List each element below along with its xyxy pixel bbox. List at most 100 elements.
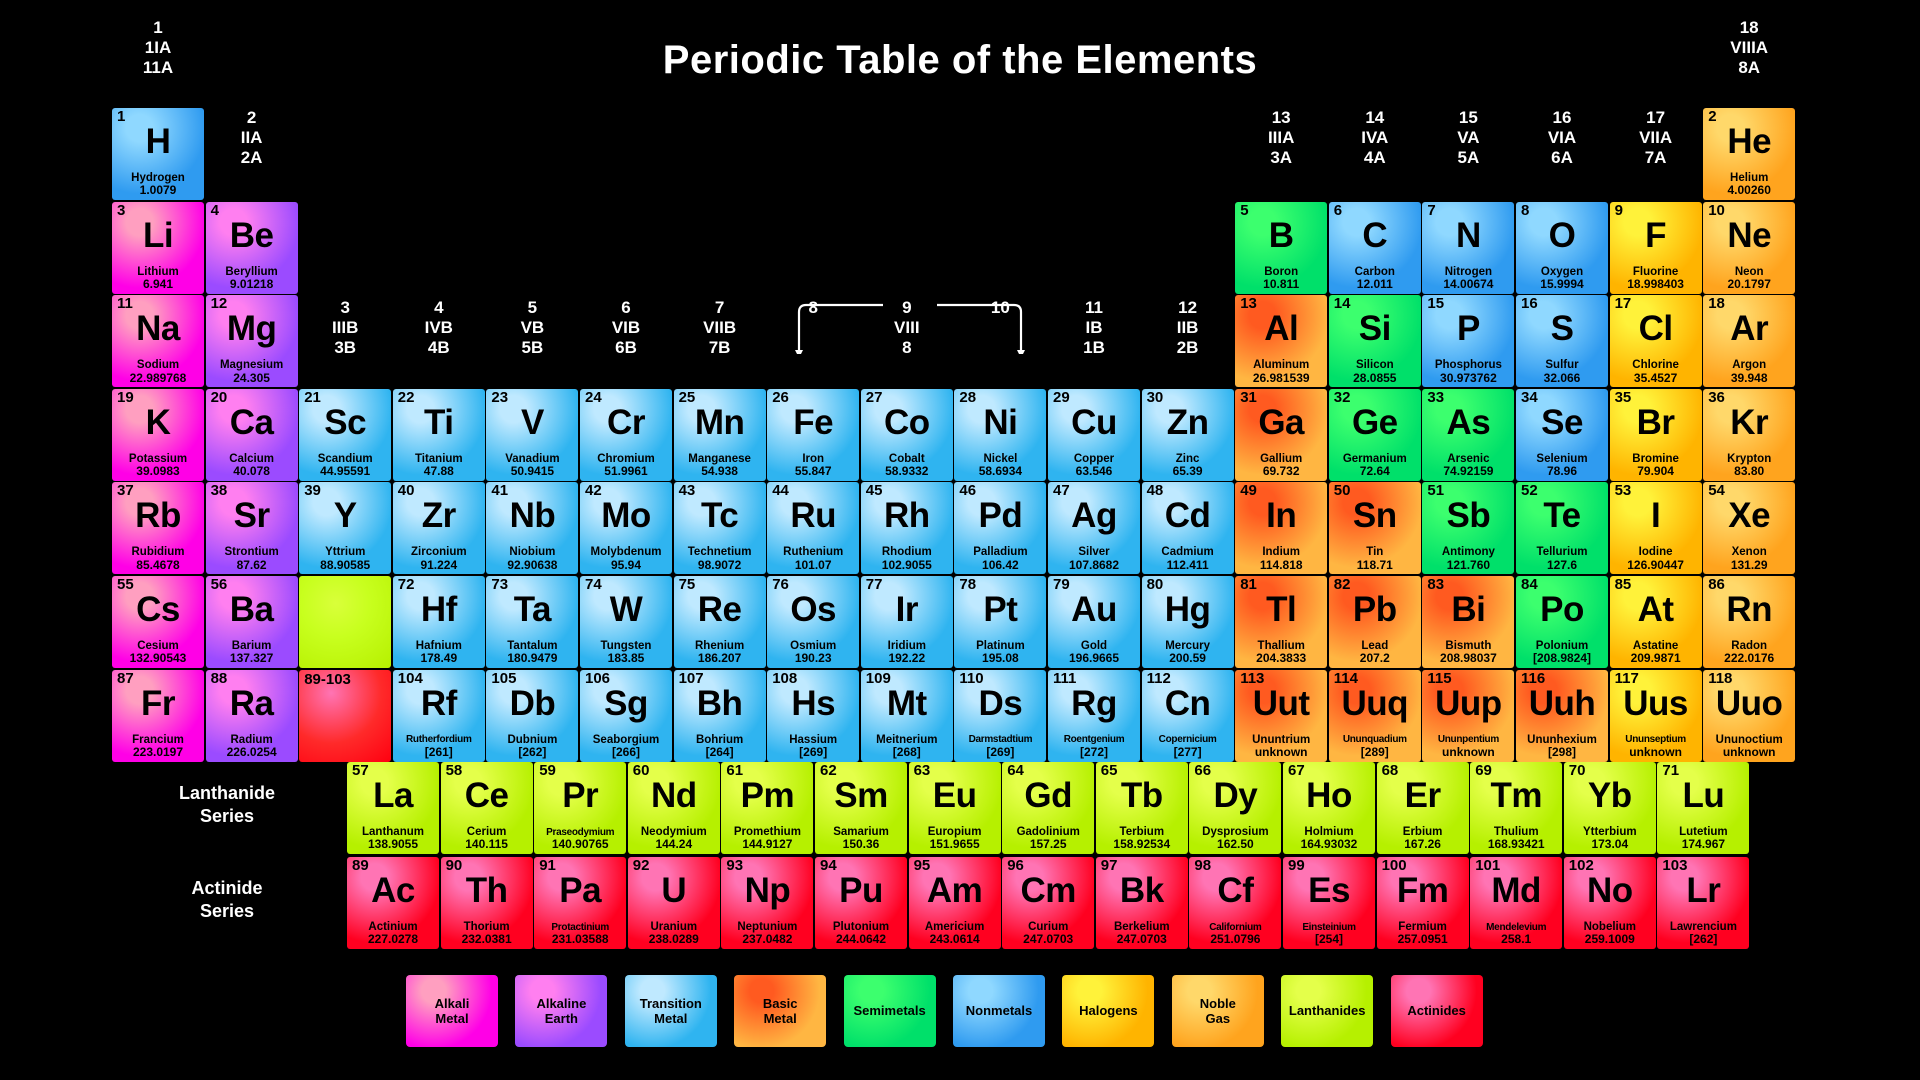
element-cell-Bh[interactable]: 107 Bh Bohrium [264] bbox=[673, 669, 766, 762]
element-cell-Rf[interactable]: 104 Rf Rutherfordium [261] bbox=[392, 669, 485, 762]
legend-item-transition[interactable]: Transition Metal bbox=[624, 975, 717, 1047]
element-cell-Na[interactable]: 11 Na Sodium 22.989768 bbox=[112, 295, 204, 388]
element-cell-B[interactable]: 5 B Boron 10.811 bbox=[1235, 201, 1328, 294]
element-cell-Xe[interactable]: 54 Xe Xenon 131.29 bbox=[1703, 482, 1796, 575]
element-cell-Hf[interactable]: 72 Hf Hafnium 178.49 bbox=[392, 576, 485, 668]
element-cell-Db[interactable]: 105 Db Dubnium [262] bbox=[486, 669, 579, 762]
element-cell-W[interactable]: 74 W Tungsten 183.85 bbox=[580, 576, 672, 668]
element-cell-Ba[interactable]: 56 Ba Barium 137.327 bbox=[205, 576, 298, 668]
element-cell-Sn[interactable]: 50 Sn Tin 118.71 bbox=[1328, 482, 1421, 575]
element-cell-Md[interactable]: 101 Md Mendelevium 258.1 bbox=[1470, 857, 1563, 949]
element-cell-Ar[interactable]: 18 Ar Argon 39.948 bbox=[1703, 295, 1796, 388]
element-cell-S[interactable]: 16 S Sulfur 32.066 bbox=[1516, 295, 1608, 388]
element-cell-Am[interactable]: 95 Am Americium 243.0614 bbox=[908, 857, 1001, 949]
element-cell-Sb[interactable]: 51 Sb Antimony 121.760 bbox=[1422, 482, 1515, 575]
element-cell-Bk[interactable]: 97 Bk Berkelium 247.0703 bbox=[1095, 857, 1188, 949]
element-cell-Pd[interactable]: 46 Pd Palladium 106.42 bbox=[954, 482, 1047, 575]
element-cell-Nd[interactable]: 60 Nd Neodymium 144.24 bbox=[627, 762, 720, 854]
element-cell-Cm[interactable]: 96 Cm Curium 247.0703 bbox=[1002, 857, 1095, 949]
element-cell-Lu[interactable]: 71 Lu Lutetium 174.967 bbox=[1657, 762, 1750, 854]
element-cell-Li[interactable]: 3 Li Lithium 6.941 bbox=[112, 201, 204, 294]
legend-item-basic-metal[interactable]: Basic Metal bbox=[734, 975, 827, 1047]
element-cell-Te[interactable]: 52 Te Tellurium 127.6 bbox=[1516, 482, 1608, 575]
element-cell-At[interactable]: 85 At Astatine 209.9871 bbox=[1609, 576, 1702, 668]
element-cell-Pu[interactable]: 94 Pu Plutonium 244.0642 bbox=[815, 857, 907, 949]
element-cell-Ag[interactable]: 47 Ag Silver 107.8682 bbox=[1048, 482, 1140, 575]
element-cell-Cr[interactable]: 24 Cr Chromium 51.9961 bbox=[580, 388, 672, 481]
element-cell-Np[interactable]: 93 Np Neptunium 237.0482 bbox=[721, 857, 814, 949]
legend-item-alkaline-earth[interactable]: Alkaline Earth bbox=[515, 975, 608, 1047]
element-cell-Pt[interactable]: 78 Pt Platinum 195.08 bbox=[954, 576, 1047, 668]
element-cell-Po[interactable]: 84 Po Polonium [208.9824] bbox=[1516, 576, 1608, 668]
element-cell-Bi[interactable]: 83 Bi Bismuth 208.98037 bbox=[1422, 576, 1515, 668]
element-cell-Hs[interactable]: 108 Hs Hassium [269] bbox=[767, 669, 860, 762]
element-cell-Nb[interactable]: 41 Nb Niobium 92.90638 bbox=[486, 482, 579, 575]
element-cell-Tm[interactable]: 69 Tm Thulium 168.93421 bbox=[1470, 762, 1563, 854]
element-cell-Fr[interactable]: 87 Fr Francium 223.0197 bbox=[112, 669, 204, 762]
element-cell-Sm[interactable]: 62 Sm Samarium 150.36 bbox=[815, 762, 907, 854]
element-cell-Br[interactable]: 35 Br Bromine 79.904 bbox=[1609, 388, 1702, 481]
element-cell-Sc[interactable]: 21 Sc Scandium 44.95591 bbox=[299, 388, 392, 481]
legend-item-lanthanide[interactable]: Lanthanides bbox=[1281, 975, 1374, 1047]
element-cell-La[interactable]: 57 La Lanthanum 138.9055 bbox=[347, 762, 439, 854]
element-cell-Zn[interactable]: 30 Zn Zinc 65.39 bbox=[1141, 388, 1234, 481]
element-cell-Er[interactable]: 68 Er Erbium 167.26 bbox=[1376, 762, 1469, 854]
element-cell-Uuq[interactable]: 114 Uuq Ununquadium [289] bbox=[1328, 669, 1421, 762]
element-cell-Au[interactable]: 79 Au Gold 196.9665 bbox=[1048, 576, 1140, 668]
element-cell-K[interactable]: 19 K Potassium 39.0983 bbox=[112, 388, 204, 481]
element-cell-Tc[interactable]: 43 Tc Technetium 98.9072 bbox=[673, 482, 766, 575]
element-cell-Rg[interactable]: 111 Rg Roentgenium [272] bbox=[1048, 669, 1140, 762]
element-cell-Gd[interactable]: 64 Gd Gadolinium 157.25 bbox=[1002, 762, 1095, 854]
element-cell-Re[interactable]: 75 Re Rhenium 186.207 bbox=[673, 576, 766, 668]
element-cell-Ds[interactable]: 110 Ds Darmstadtium [269] bbox=[954, 669, 1047, 762]
element-cell-V[interactable]: 23 V Vanadium 50.9415 bbox=[486, 388, 579, 481]
element-cell-No[interactable]: 102 No Nobelium 259.1009 bbox=[1563, 857, 1656, 949]
element-cell-Uus[interactable]: 117 Uus Ununseptium unknown bbox=[1609, 669, 1702, 762]
element-cell-Es[interactable]: 99 Es Einsteinium [254] bbox=[1283, 857, 1375, 949]
element-cell-Pb[interactable]: 82 Pb Lead 207.2 bbox=[1328, 576, 1421, 668]
element-cell-Se[interactable]: 34 Se Selenium 78.96 bbox=[1516, 388, 1608, 481]
actinide-placeholder[interactable]: 89-103 bbox=[299, 669, 392, 762]
element-cell-Os[interactable]: 76 Os Osmium 190.23 bbox=[767, 576, 860, 668]
element-cell-Y[interactable]: 39 Y Yttrium 88.90585 bbox=[299, 482, 392, 575]
element-cell-Fm[interactable]: 100 Fm Fermium 257.0951 bbox=[1376, 857, 1469, 949]
element-cell-Ta[interactable]: 73 Ta Tantalum 180.9479 bbox=[486, 576, 579, 668]
legend-item-semimetal[interactable]: Semimetals bbox=[843, 975, 936, 1047]
element-cell-O[interactable]: 8 O Oxygen 15.9994 bbox=[1516, 201, 1608, 294]
element-cell-Pa[interactable]: 91 Pa Protactinium 231.03588 bbox=[534, 857, 627, 949]
legend-item-alkali-metal[interactable]: Alkali Metal bbox=[406, 975, 498, 1047]
element-cell-Th[interactable]: 90 Th Thorium 232.0381 bbox=[440, 857, 533, 949]
element-cell-F[interactable]: 9 F Fluorine 18.998403 bbox=[1609, 201, 1702, 294]
element-cell-C[interactable]: 6 C Carbon 12.011 bbox=[1328, 201, 1421, 294]
element-cell-Hg[interactable]: 80 Hg Mercury 200.59 bbox=[1141, 576, 1234, 668]
element-cell-Cf[interactable]: 98 Cf Californium 251.0796 bbox=[1189, 857, 1282, 949]
element-cell-Be[interactable]: 4 Be Beryllium 9.01218 bbox=[205, 201, 298, 294]
element-cell-Ne[interactable]: 10 Ne Neon 20.1797 bbox=[1703, 201, 1796, 294]
element-cell-Ac[interactable]: 89 Ac Actinium 227.0278 bbox=[347, 857, 439, 949]
element-cell-Uut[interactable]: 113 Uut Ununtrium unknown bbox=[1235, 669, 1328, 762]
element-cell-Mo[interactable]: 42 Mo Molybdenum 95.94 bbox=[580, 482, 672, 575]
element-cell-P[interactable]: 15 P Phosphorus 30.973762 bbox=[1422, 295, 1515, 388]
element-cell-Dy[interactable]: 66 Dy Dysprosium 162.50 bbox=[1189, 762, 1282, 854]
element-cell-Si[interactable]: 14 Si Silicon 28.0855 bbox=[1328, 295, 1421, 388]
element-cell-Rn[interactable]: 86 Rn Radon 222.0176 bbox=[1703, 576, 1796, 668]
element-cell-Ge[interactable]: 32 Ge Germanium 72.64 bbox=[1328, 388, 1421, 481]
element-cell-In[interactable]: 49 In Indium 114.818 bbox=[1235, 482, 1328, 575]
element-cell-Kr[interactable]: 36 Kr Krypton 83.80 bbox=[1703, 388, 1796, 481]
element-cell-Mg[interactable]: 12 Mg Magnesium 24.305 bbox=[205, 295, 298, 388]
element-cell-Uup[interactable]: 115 Uup Ununpentium unknown bbox=[1422, 669, 1515, 762]
element-cell-Sg[interactable]: 106 Sg Seaborgium [266] bbox=[580, 669, 672, 762]
element-cell-Pm[interactable]: 61 Pm Promethium 144.9127 bbox=[721, 762, 814, 854]
element-cell-Ho[interactable]: 67 Ho Holmium 164.93032 bbox=[1283, 762, 1375, 854]
element-cell-Rb[interactable]: 37 Rb Rubidium 85.4678 bbox=[112, 482, 204, 575]
element-cell-Cu[interactable]: 29 Cu Copper 63.546 bbox=[1048, 388, 1140, 481]
element-cell-H[interactable]: 1 H Hydrogen 1.0079 bbox=[112, 108, 204, 200]
element-cell-N[interactable]: 7 N Nitrogen 14.00674 bbox=[1422, 201, 1515, 294]
lanthanide-placeholder[interactable]: 57-71 bbox=[299, 576, 392, 668]
element-cell-Uuo[interactable]: 118 Uuo Ununoctium unknown bbox=[1703, 669, 1796, 762]
element-cell-Yb[interactable]: 70 Yb Ytterbium 173.04 bbox=[1563, 762, 1656, 854]
element-cell-Cn[interactable]: 112 Cn Copernicium [277] bbox=[1141, 669, 1234, 762]
element-cell-Ir[interactable]: 77 Ir Iridium 192.22 bbox=[860, 576, 953, 668]
element-cell-Al[interactable]: 13 Al Aluminum 26.981539 bbox=[1235, 295, 1328, 388]
element-cell-Ti[interactable]: 22 Ti Titanium 47.88 bbox=[392, 388, 485, 481]
